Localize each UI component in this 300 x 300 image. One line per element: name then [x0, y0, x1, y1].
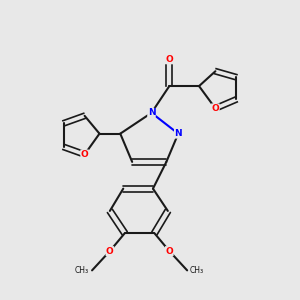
Text: N: N	[148, 108, 155, 117]
Text: CH₃: CH₃	[190, 266, 204, 275]
Text: O: O	[81, 150, 88, 159]
Text: O: O	[165, 247, 173, 256]
Text: N: N	[174, 129, 182, 138]
Text: O: O	[165, 55, 173, 64]
Text: CH₃: CH₃	[75, 266, 89, 275]
Text: O: O	[212, 104, 219, 113]
Text: O: O	[106, 247, 114, 256]
